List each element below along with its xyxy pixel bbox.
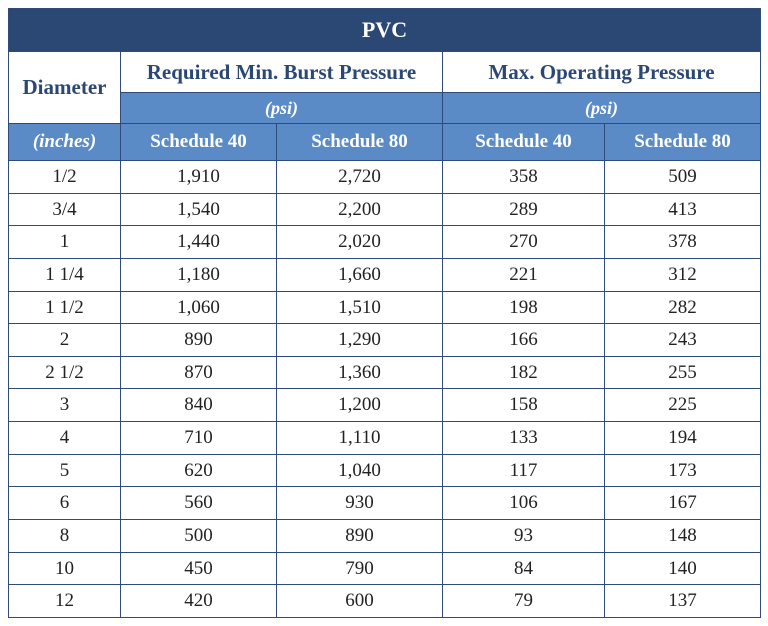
table-row: 1/21,9102,720358509: [9, 160, 761, 193]
col-header-op-s80: Schedule 80: [605, 124, 761, 161]
cell-op_s40: 198: [443, 291, 605, 324]
cell-burst_s80: 2,200: [277, 193, 443, 226]
col-group-operating: Max. Operating Pressure: [443, 51, 761, 92]
cell-diameter: 3: [9, 389, 121, 422]
cell-op_s80: 167: [605, 487, 761, 520]
cell-op_s80: 225: [605, 389, 761, 422]
cell-op_s40: 93: [443, 520, 605, 553]
cell-op_s80: 148: [605, 520, 761, 553]
cell-burst_s40: 450: [121, 552, 277, 585]
table-row: 1242060079137: [9, 585, 761, 618]
cell-diameter: 1/2: [9, 160, 121, 193]
cell-burst_s40: 500: [121, 520, 277, 553]
pvc-pressure-table: PVC Diameter Required Min. Burst Pressur…: [8, 8, 761, 618]
cell-diameter: 2: [9, 324, 121, 357]
cell-burst_s80: 1,200: [277, 389, 443, 422]
table-header: PVC Diameter Required Min. Burst Pressur…: [9, 9, 761, 161]
cell-diameter: 6: [9, 487, 121, 520]
cell-op_s80: 255: [605, 356, 761, 389]
table-row: 1 1/21,0601,510198282: [9, 291, 761, 324]
cell-op_s80: 509: [605, 160, 761, 193]
cell-burst_s40: 1,060: [121, 291, 277, 324]
cell-burst_s40: 840: [121, 389, 277, 422]
table-row: 6560930106167: [9, 487, 761, 520]
cell-op_s80: 282: [605, 291, 761, 324]
cell-burst_s80: 890: [277, 520, 443, 553]
table-row: 2 1/28701,360182255: [9, 356, 761, 389]
cell-diameter: 3/4: [9, 193, 121, 226]
cell-burst_s40: 620: [121, 454, 277, 487]
table-body: 1/21,9102,7203585093/41,5402,20028941311…: [9, 160, 761, 617]
unit-operating: (psi): [443, 93, 761, 124]
cell-burst_s40: 870: [121, 356, 277, 389]
cell-burst_s80: 1,290: [277, 324, 443, 357]
table-row: 11,4402,020270378: [9, 226, 761, 259]
cell-burst_s80: 1,510: [277, 291, 443, 324]
cell-op_s80: 194: [605, 422, 761, 455]
cell-burst_s80: 790: [277, 552, 443, 585]
unit-diameter: (inches): [9, 124, 121, 161]
table-row: 1045079084140: [9, 552, 761, 585]
cell-diameter: 5: [9, 454, 121, 487]
cell-op_s80: 173: [605, 454, 761, 487]
cell-op_s80: 378: [605, 226, 761, 259]
cell-diameter: 10: [9, 552, 121, 585]
cell-op_s80: 140: [605, 552, 761, 585]
cell-op_s40: 166: [443, 324, 605, 357]
cell-op_s40: 79: [443, 585, 605, 618]
cell-op_s40: 84: [443, 552, 605, 585]
cell-burst_s40: 1,440: [121, 226, 277, 259]
cell-op_s80: 413: [605, 193, 761, 226]
cell-op_s80: 137: [605, 585, 761, 618]
cell-op_s80: 243: [605, 324, 761, 357]
cell-diameter: 8: [9, 520, 121, 553]
cell-burst_s80: 2,020: [277, 226, 443, 259]
cell-op_s40: 117: [443, 454, 605, 487]
table-row: 28901,290166243: [9, 324, 761, 357]
table-title: PVC: [9, 9, 761, 52]
cell-burst_s40: 1,180: [121, 258, 277, 291]
cell-burst_s40: 420: [121, 585, 277, 618]
cell-burst_s40: 710: [121, 422, 277, 455]
table-row: 1 1/41,1801,660221312: [9, 258, 761, 291]
table-row: 38401,200158225: [9, 389, 761, 422]
cell-burst_s80: 930: [277, 487, 443, 520]
table-row: 47101,110133194: [9, 422, 761, 455]
col-group-burst: Required Min. Burst Pressure: [121, 51, 443, 92]
cell-burst_s80: 1,360: [277, 356, 443, 389]
col-header-diameter: Diameter: [9, 51, 121, 124]
table-row: 56201,040117173: [9, 454, 761, 487]
cell-burst_s40: 890: [121, 324, 277, 357]
cell-burst_s80: 1,040: [277, 454, 443, 487]
cell-burst_s40: 1,910: [121, 160, 277, 193]
cell-diameter: 12: [9, 585, 121, 618]
cell-op_s40: 221: [443, 258, 605, 291]
cell-burst_s40: 560: [121, 487, 277, 520]
cell-diameter: 1 1/2: [9, 291, 121, 324]
cell-burst_s40: 1,540: [121, 193, 277, 226]
cell-diameter: 2 1/2: [9, 356, 121, 389]
col-header-op-s40: Schedule 40: [443, 124, 605, 161]
table-row: 3/41,5402,200289413: [9, 193, 761, 226]
cell-burst_s80: 1,660: [277, 258, 443, 291]
cell-op_s40: 158: [443, 389, 605, 422]
cell-burst_s80: 1,110: [277, 422, 443, 455]
cell-op_s40: 106: [443, 487, 605, 520]
table-row: 850089093148: [9, 520, 761, 553]
cell-op_s40: 182: [443, 356, 605, 389]
cell-op_s40: 289: [443, 193, 605, 226]
cell-op_s40: 270: [443, 226, 605, 259]
cell-diameter: 1: [9, 226, 121, 259]
cell-burst_s80: 600: [277, 585, 443, 618]
cell-op_s40: 133: [443, 422, 605, 455]
cell-op_s80: 312: [605, 258, 761, 291]
cell-burst_s80: 2,720: [277, 160, 443, 193]
col-header-burst-s80: Schedule 80: [277, 124, 443, 161]
cell-op_s40: 358: [443, 160, 605, 193]
cell-diameter: 4: [9, 422, 121, 455]
cell-diameter: 1 1/4: [9, 258, 121, 291]
unit-burst: (psi): [121, 93, 443, 124]
col-header-burst-s40: Schedule 40: [121, 124, 277, 161]
